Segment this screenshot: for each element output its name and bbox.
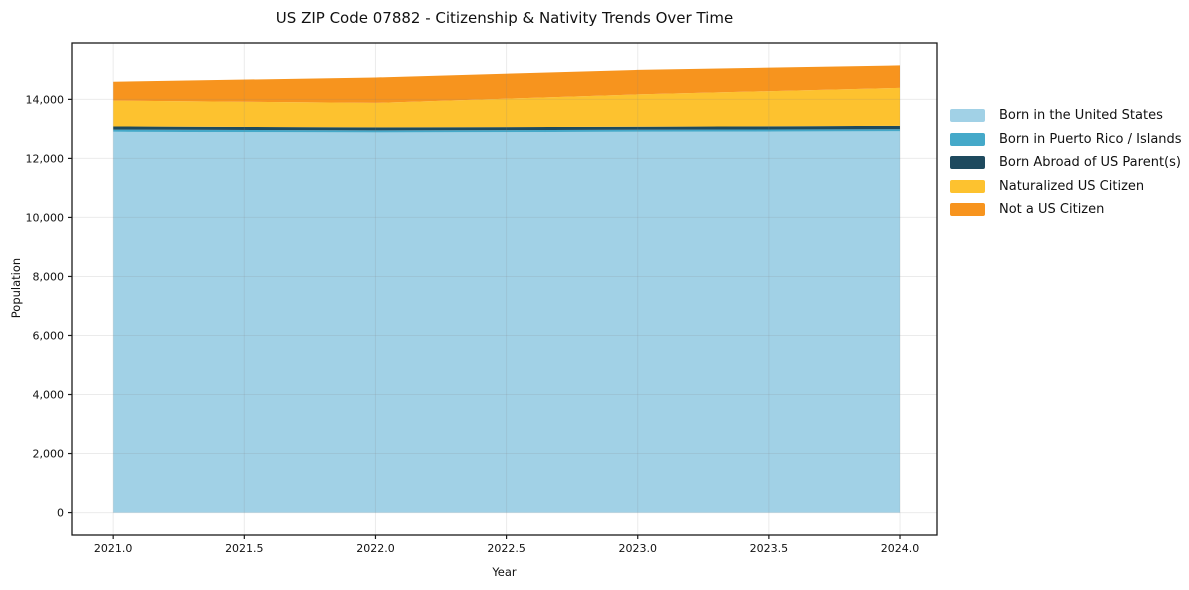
legend-label: Naturalized US Citizen (999, 178, 1145, 194)
area-series-2 (113, 125, 900, 131)
legend-item: Naturalized US Citizen (950, 175, 1182, 199)
legend-swatch (950, 132, 985, 146)
legend-swatch (950, 179, 985, 193)
legend-label: Not a US Citizen (999, 202, 1105, 218)
x-tick-label: 2023.0 (618, 542, 657, 555)
legend-label: Born in Puerto Rico / Islands (999, 131, 1182, 147)
y-tick-label: 2,000 (33, 448, 65, 461)
y-tick-label: 0 (57, 507, 64, 520)
area-series-3 (113, 87, 900, 128)
y-axis-label: Population (9, 257, 23, 319)
legend-label: Born Abroad of US Parent(s) (999, 155, 1181, 171)
legend-label: Born in the United States (999, 108, 1163, 124)
plot-border (71, 42, 938, 536)
x-tick-label: 2023.5 (750, 542, 789, 555)
legend-item: Born in the United States (950, 104, 1182, 128)
y-tick-label: 8,000 (33, 270, 65, 283)
legend-item: Born Abroad of US Parent(s) (950, 151, 1182, 175)
chart-title: US ZIP Code 07882 - Citizenship & Nativi… (275, 9, 734, 27)
legend-item: Born in Puerto Rico / Islands (950, 128, 1182, 152)
y-tick-label: 12,000 (26, 152, 65, 165)
x-tick-label: 2024.0 (881, 542, 920, 555)
area-series-0 (113, 131, 900, 513)
legend-swatch (950, 203, 985, 217)
area-series-1 (113, 129, 900, 133)
legend-swatch (950, 109, 985, 123)
y-tick-label: 10,000 (26, 211, 65, 224)
x-tick-label: 2022.5 (487, 542, 526, 555)
x-tick-label: 2022.0 (356, 542, 395, 555)
area-series-4 (113, 65, 900, 103)
legend: Born in the United States Born in Puerto … (950, 104, 1182, 222)
y-tick-label: 6,000 (33, 329, 65, 342)
x-axis-label: Year (492, 565, 517, 579)
x-tick-label: 2021.0 (94, 542, 133, 555)
legend-swatch (950, 156, 985, 170)
y-tick-label: 14,000 (26, 93, 65, 106)
x-tick-label: 2021.5 (225, 542, 264, 555)
legend-item: Not a US Citizen (950, 198, 1182, 222)
y-tick-label: 4,000 (33, 389, 65, 402)
